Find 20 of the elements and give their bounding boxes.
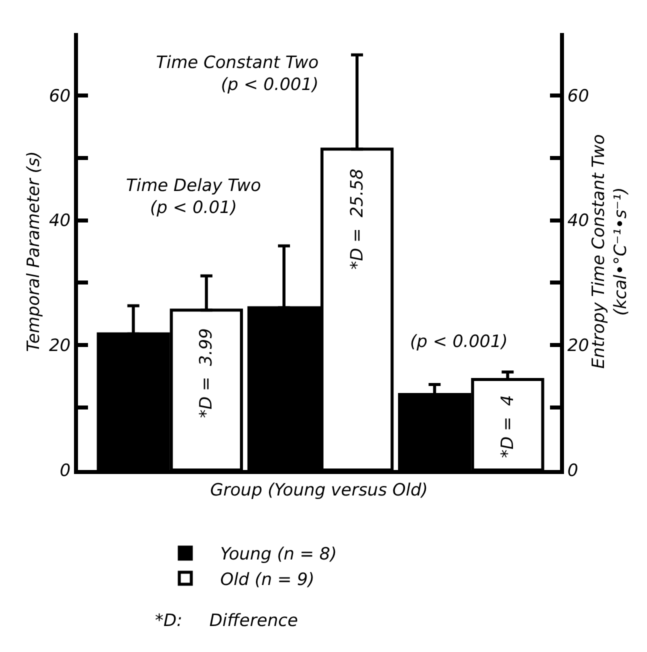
legend-label: Young (n = 8): [220, 544, 337, 565]
y-axis-title: Temporal Parameter (s): [24, 151, 44, 352]
y2-tick-label: 0: [567, 460, 578, 481]
y2-tick-label: 60: [567, 86, 590, 106]
annotation: *D = 3.99: [196, 328, 217, 418]
y-tick-label: 60: [48, 86, 71, 106]
y2-axis-title: Entropy Time Constant Two (kcal•°C⁻¹•s⁻¹): [589, 134, 632, 369]
text: *D: Difference: [155, 611, 298, 631]
legend-label: Old (n = 9): [220, 570, 315, 590]
y-tick-label: 20: [48, 336, 71, 356]
annotation: *D = 4: [498, 395, 518, 458]
y-tick-label: 40: [48, 211, 71, 232]
y-tick-label: 0: [60, 460, 71, 481]
y2-tick-label: 40: [567, 211, 590, 232]
annotation: *D = 25.58: [347, 168, 368, 270]
annotation: Time Delay Two (p < 0.01): [126, 176, 261, 218]
y2-tick-label: 20: [567, 336, 590, 356]
annotation: (p < 0.001): [410, 332, 508, 352]
x-axis-title: Group (Young versus Old): [210, 480, 428, 500]
annotation: Time Constant Two (p < 0.001): [156, 53, 319, 96]
